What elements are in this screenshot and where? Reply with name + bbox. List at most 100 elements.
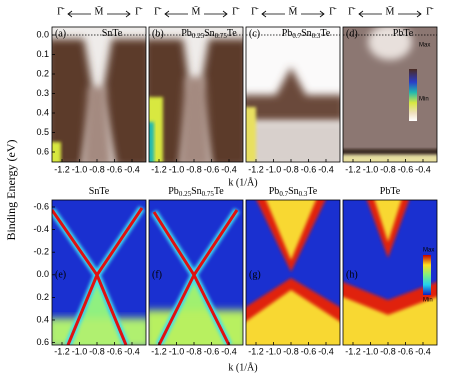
k-arrow xyxy=(358,10,422,18)
panel-title: Pb0.25Sn0.75Te xyxy=(168,186,224,197)
spectrum-band xyxy=(199,39,243,162)
x-tick-label: -1.2 xyxy=(151,346,167,356)
spectrum-band xyxy=(374,200,402,242)
panel-frame xyxy=(245,199,341,346)
x-tick-label: -1.2 xyxy=(54,164,70,174)
x-tick-label: -0.8 xyxy=(89,164,105,174)
k-point: M̄ xyxy=(192,5,201,17)
spectrum-band xyxy=(246,67,340,122)
panel-frame xyxy=(51,26,147,163)
x-tick-label: -0.4 xyxy=(318,164,334,174)
panel-frame xyxy=(342,199,438,346)
x-tick-label: -1.0 xyxy=(266,164,282,174)
panel-title: SnTe xyxy=(102,28,123,39)
spectrum-band xyxy=(343,296,437,345)
panel xyxy=(52,200,146,345)
y-tick-label: 0.6 xyxy=(36,146,49,156)
colorbar-max: Max xyxy=(423,248,434,254)
x-tick-label: -0.8 xyxy=(186,346,202,356)
spectrum-band xyxy=(102,39,146,162)
colorbar-min: Min xyxy=(419,97,429,103)
spectrum-band xyxy=(266,200,316,260)
panel-tag: (a) xyxy=(55,28,66,39)
spectrum-band xyxy=(52,39,94,162)
x-tick-label: -1.2 xyxy=(345,346,361,356)
panel xyxy=(149,27,243,162)
colorbar-min: Min xyxy=(423,298,433,304)
spectrum-band xyxy=(52,142,61,162)
x-tick-label: -0.6 xyxy=(398,164,414,174)
x-tick-label: -0.6 xyxy=(204,164,220,174)
y-tick-label: -0.4 xyxy=(33,224,49,234)
y-axis-label: Binding Energy (eV) xyxy=(4,139,18,240)
panel xyxy=(246,27,340,162)
x-tick-label: -1.0 xyxy=(169,346,185,356)
k-point: Γ̄ xyxy=(135,6,143,17)
panel-frame xyxy=(342,26,438,163)
panel-frame xyxy=(148,199,244,346)
y-tick-label: 0.2 xyxy=(36,292,49,302)
k-arrow xyxy=(67,10,131,18)
x-tick-label: -0.4 xyxy=(221,346,237,356)
panel-title: Pb0.7Sn0.3Te xyxy=(269,186,318,197)
panel-tag: (d) xyxy=(346,28,358,39)
k-point: Γ̄ xyxy=(426,6,434,17)
x-tick-label: -0.8 xyxy=(380,164,396,174)
x-axis-label: k (1/Å) xyxy=(228,176,257,188)
panel-title: PbTe xyxy=(380,186,401,197)
spectrum-band xyxy=(152,209,239,345)
panel-tag: (g) xyxy=(249,269,261,280)
x-tick-label: -1.0 xyxy=(266,346,282,356)
spectrum-band xyxy=(246,107,256,162)
panel-title: Pb0.7Sn0.3Te xyxy=(282,28,331,39)
panel xyxy=(343,200,437,345)
x-tick-label: -1.2 xyxy=(248,164,264,174)
x-tick-label: -0.8 xyxy=(380,346,396,356)
panel-tag: (e) xyxy=(55,269,66,280)
x-tick-label: -0.6 xyxy=(301,164,317,174)
x-tick-label: -0.6 xyxy=(398,346,414,356)
x-tick-label: -1.2 xyxy=(345,164,361,174)
panel-frame xyxy=(245,26,341,163)
panel-tag: (h) xyxy=(346,269,358,280)
x-tick-label: -1.0 xyxy=(169,164,185,174)
x-tick-label: -0.6 xyxy=(107,346,123,356)
x-tick-label: -0.8 xyxy=(186,164,202,174)
y-tick-label: 0.0 xyxy=(36,29,49,39)
spectrum-band xyxy=(343,155,437,162)
panel-frame xyxy=(148,26,244,163)
panel-title: SnTe xyxy=(89,186,110,197)
k-point: Γ̄ xyxy=(57,6,65,17)
k-point: M̄ xyxy=(289,5,298,17)
x-tick-label: -1.2 xyxy=(248,346,264,356)
x-tick-label: -0.4 xyxy=(318,346,334,356)
panel xyxy=(246,200,340,345)
spectrum-band xyxy=(246,290,340,345)
x-tick-label: -0.8 xyxy=(283,346,299,356)
y-tick-label: 0.2 xyxy=(36,68,49,78)
x-tick-label: -0.4 xyxy=(124,346,140,356)
y-tick-label: -0.6 xyxy=(33,201,49,211)
x-tick-label: -0.6 xyxy=(204,346,220,356)
panel xyxy=(52,27,146,162)
panel-title: Pb0.25Sn0.75Te xyxy=(181,28,237,39)
k-arrow xyxy=(261,10,325,18)
panel-frame xyxy=(51,199,147,346)
colorbar xyxy=(423,255,431,295)
panel-tag: (c) xyxy=(249,28,260,39)
k-point: Γ̄ xyxy=(329,6,337,17)
panel-tag: (b) xyxy=(152,28,164,39)
y-tick-label: 0.0 xyxy=(36,269,49,279)
x-tick-label: -0.6 xyxy=(107,164,123,174)
y-tick-label: 0.1 xyxy=(36,49,49,59)
colorbar-max: Max xyxy=(419,43,430,49)
spectrum-band xyxy=(246,122,340,162)
spectrum-band xyxy=(52,318,146,345)
x-tick-label: -1.2 xyxy=(54,346,70,356)
k-point: Γ̄ xyxy=(154,6,162,17)
x-tick-label: -0.4 xyxy=(221,164,237,174)
panel-title: PbTe xyxy=(393,28,414,39)
x-tick-label: -0.6 xyxy=(301,346,317,356)
spectrum-band xyxy=(179,77,211,162)
x-tick-label: -1.2 xyxy=(151,164,167,174)
